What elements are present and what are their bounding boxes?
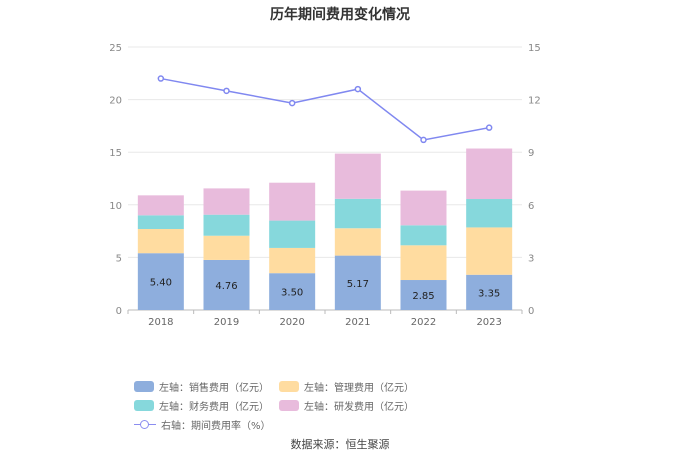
legend-swatch bbox=[279, 381, 299, 392]
left-tick-label: 0 bbox=[116, 306, 122, 317]
bar-segment bbox=[334, 228, 381, 256]
rate-point bbox=[354, 85, 362, 93]
bar-segment bbox=[466, 199, 513, 228]
x-tick-label: 2022 bbox=[411, 317, 436, 328]
legend-item[interactable]: 左轴：研发费用（亿元） bbox=[279, 396, 414, 415]
left-tick-label: 20 bbox=[109, 96, 122, 107]
x-tick-label: 2018 bbox=[148, 317, 173, 328]
right-tick-label: 9 bbox=[528, 148, 534, 159]
x-tick-label: 2023 bbox=[476, 317, 501, 328]
bar-segment bbox=[400, 225, 447, 246]
bar-value-label: 5.40 bbox=[150, 278, 172, 289]
bar-segment bbox=[334, 255, 381, 310]
rate-point bbox=[288, 99, 296, 107]
legend-swatch bbox=[134, 400, 154, 411]
legend-swatch bbox=[279, 400, 299, 411]
legend-item[interactable]: 左轴：销售费用（亿元） bbox=[134, 377, 269, 396]
data-source: 数据来源：恒生聚源 bbox=[290, 438, 390, 451]
bar-value-label: 3.35 bbox=[478, 288, 500, 299]
bar-segment bbox=[334, 198, 381, 229]
bar-segment bbox=[137, 215, 184, 229]
bar-segment bbox=[269, 182, 316, 221]
legend-label: 右轴：期间费用率（%） bbox=[161, 421, 271, 432]
legend-item[interactable]: 左轴：财务费用（亿元） bbox=[134, 396, 269, 415]
bar-segment bbox=[137, 228, 184, 254]
rate-point bbox=[223, 87, 230, 95]
rate-line bbox=[160, 77, 490, 141]
rate-point bbox=[420, 136, 427, 144]
bar-segment bbox=[203, 235, 250, 260]
bar-value-label: 5.17 bbox=[347, 279, 369, 290]
bar-value-label: 3.50 bbox=[281, 288, 303, 299]
expense-chart: 0 5 10 15 20 25 0 3 6 9 12 15 5.40 2018 4.76 2019 3.50 20… bbox=[109, 43, 541, 328]
bar-segment bbox=[400, 190, 447, 226]
left-tick-label: 15 bbox=[109, 148, 122, 159]
legend-label: 左轴：财务费用（亿元） bbox=[159, 402, 269, 413]
bar-segment bbox=[269, 273, 316, 310]
bar-value-label: 2.85 bbox=[412, 291, 434, 302]
left-tick-label: 25 bbox=[109, 43, 122, 54]
rate-point bbox=[485, 124, 493, 131]
right-tick-label: 12 bbox=[528, 96, 541, 107]
bar-segment bbox=[203, 214, 250, 236]
legend-label: 左轴：管理费用（亿元） bbox=[304, 383, 414, 394]
bar-value-label: 4.76 bbox=[215, 281, 237, 292]
bar-segment bbox=[137, 195, 184, 216]
legend-swatch bbox=[134, 419, 156, 431]
right-tick-label: 6 bbox=[528, 201, 534, 212]
right-tick-label: 0 bbox=[528, 306, 534, 317]
bar-segment bbox=[400, 245, 447, 281]
bar-segment bbox=[203, 259, 250, 310]
bar-segment bbox=[203, 188, 250, 215]
chart-legend: 左轴：销售费用（亿元） 左轴：管理费用（亿元） 左轴：财务费用（亿元） 左轴：研发费用… bbox=[134, 377, 554, 434]
right-tick-label: 3 bbox=[528, 253, 534, 264]
rate-point bbox=[157, 75, 165, 82]
left-tick-label: 10 bbox=[109, 201, 122, 212]
right-tick-label: 15 bbox=[528, 43, 541, 54]
legend-label: 左轴：销售费用（亿元） bbox=[159, 383, 269, 394]
x-tick-label: 2021 bbox=[345, 317, 370, 328]
legend-label: 左轴：研发费用（亿元） bbox=[304, 402, 414, 413]
left-tick-label: 5 bbox=[116, 253, 122, 264]
bar-segment bbox=[334, 153, 381, 199]
bar-segment bbox=[466, 148, 513, 200]
legend-swatch bbox=[134, 381, 154, 392]
x-tick-label: 2019 bbox=[214, 317, 239, 328]
bar-segment bbox=[466, 227, 513, 275]
legend-item[interactable]: 左轴：管理费用（亿元） bbox=[279, 377, 414, 396]
bar-segment bbox=[269, 247, 316, 274]
bar-segment bbox=[400, 280, 447, 310]
legend-item[interactable]: 右轴：期间费用率（%） bbox=[134, 415, 271, 434]
chart-title: 历年期间费用变化情况 bbox=[270, 7, 410, 23]
bar-segment bbox=[137, 253, 184, 310]
bar-segment bbox=[269, 220, 316, 248]
bar-segment bbox=[466, 274, 513, 310]
x-tick-label: 2020 bbox=[279, 317, 304, 328]
